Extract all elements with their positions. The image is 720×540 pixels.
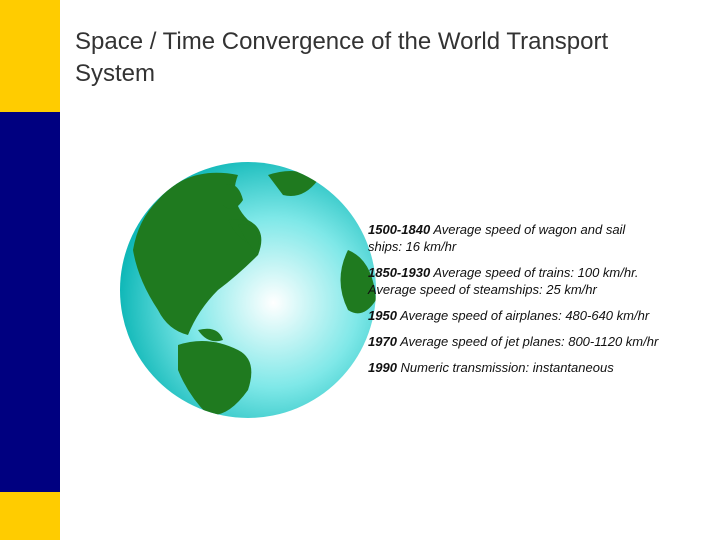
accent-middle bbox=[0, 112, 60, 492]
period: 1970 bbox=[368, 334, 397, 349]
description: Average speed of steamships: 25 km/hr bbox=[368, 282, 597, 297]
timeline-item: 1990 Numeric transmission: instantaneous bbox=[368, 359, 708, 376]
description: Average speed of airplanes: 480-640 km/h… bbox=[400, 308, 650, 323]
accent-top bbox=[0, 0, 60, 112]
description: Average speed of trains: 100 km/hr. bbox=[433, 265, 639, 280]
description: Numeric transmission: instantaneous bbox=[400, 360, 614, 375]
globe bbox=[120, 162, 376, 418]
slide-title: Space / Time Convergence of the World Tr… bbox=[75, 28, 609, 87]
description: Average speed of jet planes: 800-1120 km… bbox=[400, 334, 659, 349]
timeline-item: 1500-1840 Average speed of wagon and sai… bbox=[368, 221, 708, 255]
timeline-item: 1950 Average speed of airplanes: 480-640… bbox=[368, 307, 708, 324]
period: 1850-1930 bbox=[368, 265, 431, 280]
period: 1990 bbox=[368, 360, 397, 375]
timeline: 1500-1840 Average speed of wagon and sai… bbox=[368, 221, 708, 385]
accent-bottom bbox=[0, 492, 60, 540]
description: ships: 16 km/hr bbox=[368, 239, 457, 254]
period: 1500-1840 bbox=[368, 222, 431, 237]
description: Average speed of wagon and sail bbox=[433, 222, 626, 237]
timeline-item: 1850-1930 Average speed of trains: 100 k… bbox=[368, 264, 708, 298]
timeline-item: 1970 Average speed of jet planes: 800-11… bbox=[368, 333, 708, 350]
period: 1950 bbox=[368, 308, 397, 323]
